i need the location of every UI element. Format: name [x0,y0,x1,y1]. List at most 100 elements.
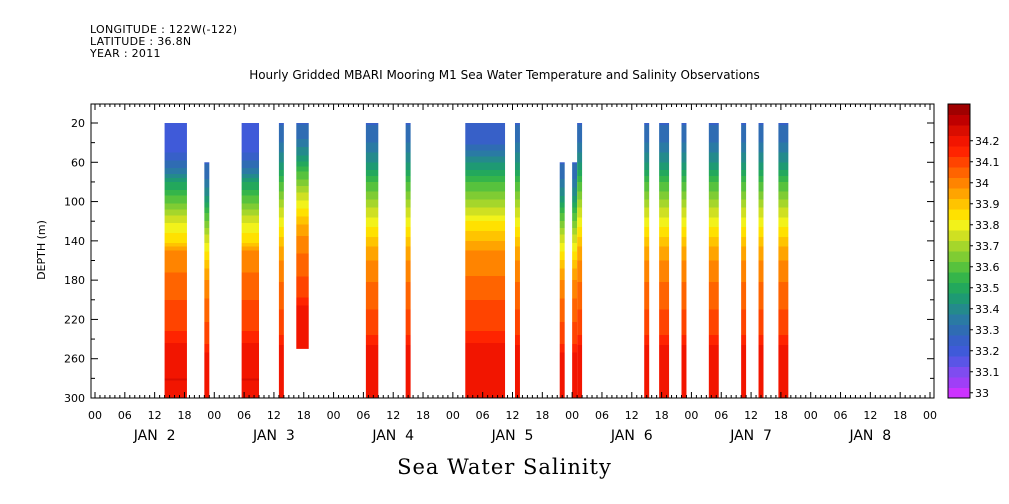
colorbar: 33 33.1 33.2 33.3 33.4 33.5 33.6 33.7 33.8 33.9 34… [947,103,1000,400]
x-tick-label: 12 [506,409,520,422]
x-tick-label: 06 [476,409,490,422]
salinity-segment [405,123,411,398]
salinity-segment [465,123,506,398]
colorbar-swatch [948,261,970,273]
colorbar-swatch [948,167,970,178]
colorbar-swatch [948,387,970,399]
colorbar-swatch [948,282,970,294]
colorbar-swatch [948,209,970,220]
salinity-segment [708,123,719,398]
colorbar-swatch [948,104,970,115]
colorbar-label: 34.2 [975,135,1000,148]
x-tick-label: 06 [356,409,370,422]
y-axis-title: DEPTH (m) [35,220,48,280]
x-tick-label: 18 [177,409,191,422]
salinity-segment [572,162,578,398]
colorbar-swatch [948,125,970,136]
colorbar-label: 33.2 [975,345,1000,358]
colorbar-swatch [948,335,970,346]
day-label: JAN 4 [371,428,414,444]
y-tick-label: 220 [64,313,85,326]
x-tick-label: 12 [148,409,162,422]
salinity-segment [278,123,284,398]
x-tick-label: 00 [684,409,698,422]
colorbar-swatch [948,324,970,336]
x-tick-label: 00 [804,409,818,422]
x-tick-label: 18 [774,409,788,422]
colorbar-label: 34 [975,177,989,190]
day-label: JAN 6 [610,428,653,444]
colorbar-swatch [948,356,970,367]
x-tick-label: 06 [834,409,848,422]
x-tick-label: 12 [863,409,877,422]
colorbar-swatch [948,135,970,147]
y-axis: 20 60 100 140 180 220 260 300 [64,117,85,405]
x-tick-label: 12 [267,409,281,422]
colorbar-swatch [948,146,970,157]
day-label: JAN 8 [848,428,891,444]
x-tick-label: 18 [535,409,549,422]
salinity-segment [778,123,789,398]
colorbar-swatch [948,156,970,168]
y-tick-label: 260 [64,353,85,366]
salinity-segment [644,123,650,398]
y-tick-label: 20 [71,117,85,130]
chart-title: Hourly Gridded MBARI Mooring M1 Sea Wate… [249,68,760,82]
y-tick-label: 180 [64,274,85,287]
colorbar-label: 33.9 [975,198,1000,211]
salinity-segment [296,123,309,349]
y-tick-label: 100 [64,196,85,209]
x-tick-label: 12 [744,409,758,422]
salinity-segment [241,123,260,398]
colorbar-swatch [948,188,970,199]
x-tick-label: 12 [625,409,639,422]
salinity-segment [164,123,187,398]
colorbar-label: 33.8 [975,219,1000,232]
salinity-segment [741,123,747,398]
x-tick-label: 00 [446,409,460,422]
salinity-segment [514,123,520,398]
colorbar-label: 33.3 [975,324,1000,337]
day-label: JAN 7 [729,428,772,444]
colorbar-swatch [948,240,970,252]
colorbar-swatch [948,314,970,325]
plot-frame [90,103,935,399]
colorbar-label: 33 [975,387,989,400]
x-tick-label: 18 [893,409,907,422]
x-tick-label: 06 [237,409,251,422]
colorbar-label: 33.1 [975,366,1000,379]
day-label: JAN 3 [252,428,295,444]
salinity-segment [204,162,210,398]
colorbar-swatch [948,345,970,357]
x-tick-label: 00 [565,409,579,422]
colorbar-label: 33.4 [975,303,1000,316]
y-tick-label: 140 [64,235,85,248]
y-tick-label: 300 [64,392,85,405]
x-tick-label: 18 [655,409,669,422]
colorbar-swatch [948,303,970,315]
colorbar-label: 33.6 [975,261,1000,274]
colorbar-swatch [948,272,970,283]
colorbar-swatch [948,293,970,304]
x-axis: 00 06 12 18 00 06 12 18 00 06 12 18 00 06 12 18 00 06 12 18… [88,409,937,444]
colorbar-swatch [948,366,970,378]
day-label: JAN 5 [491,428,534,444]
salinity-segment [365,123,379,398]
x-tick-label: 00 [207,409,221,422]
x-tick-label: 12 [386,409,400,422]
salinity-segment [559,162,565,398]
colorbar-label: 33.7 [975,240,1000,253]
latitude-label: LATITUDE : 36.8N [90,35,192,48]
colorbar-swatch [948,251,970,262]
longitude-label: LONGITUDE : 122W(-122) [90,23,238,36]
x-tick-label: 18 [416,409,430,422]
x-tick-label: 00 [88,409,102,422]
colorbar-swatch [948,377,970,388]
colorbar-swatch [948,219,970,231]
colorbar-label: 33.5 [975,282,1000,295]
colorbar-label: 34.1 [975,156,1000,169]
salinity-segment [659,123,670,398]
y-tick-label: 60 [71,156,85,169]
x-tick-label: 06 [595,409,609,422]
